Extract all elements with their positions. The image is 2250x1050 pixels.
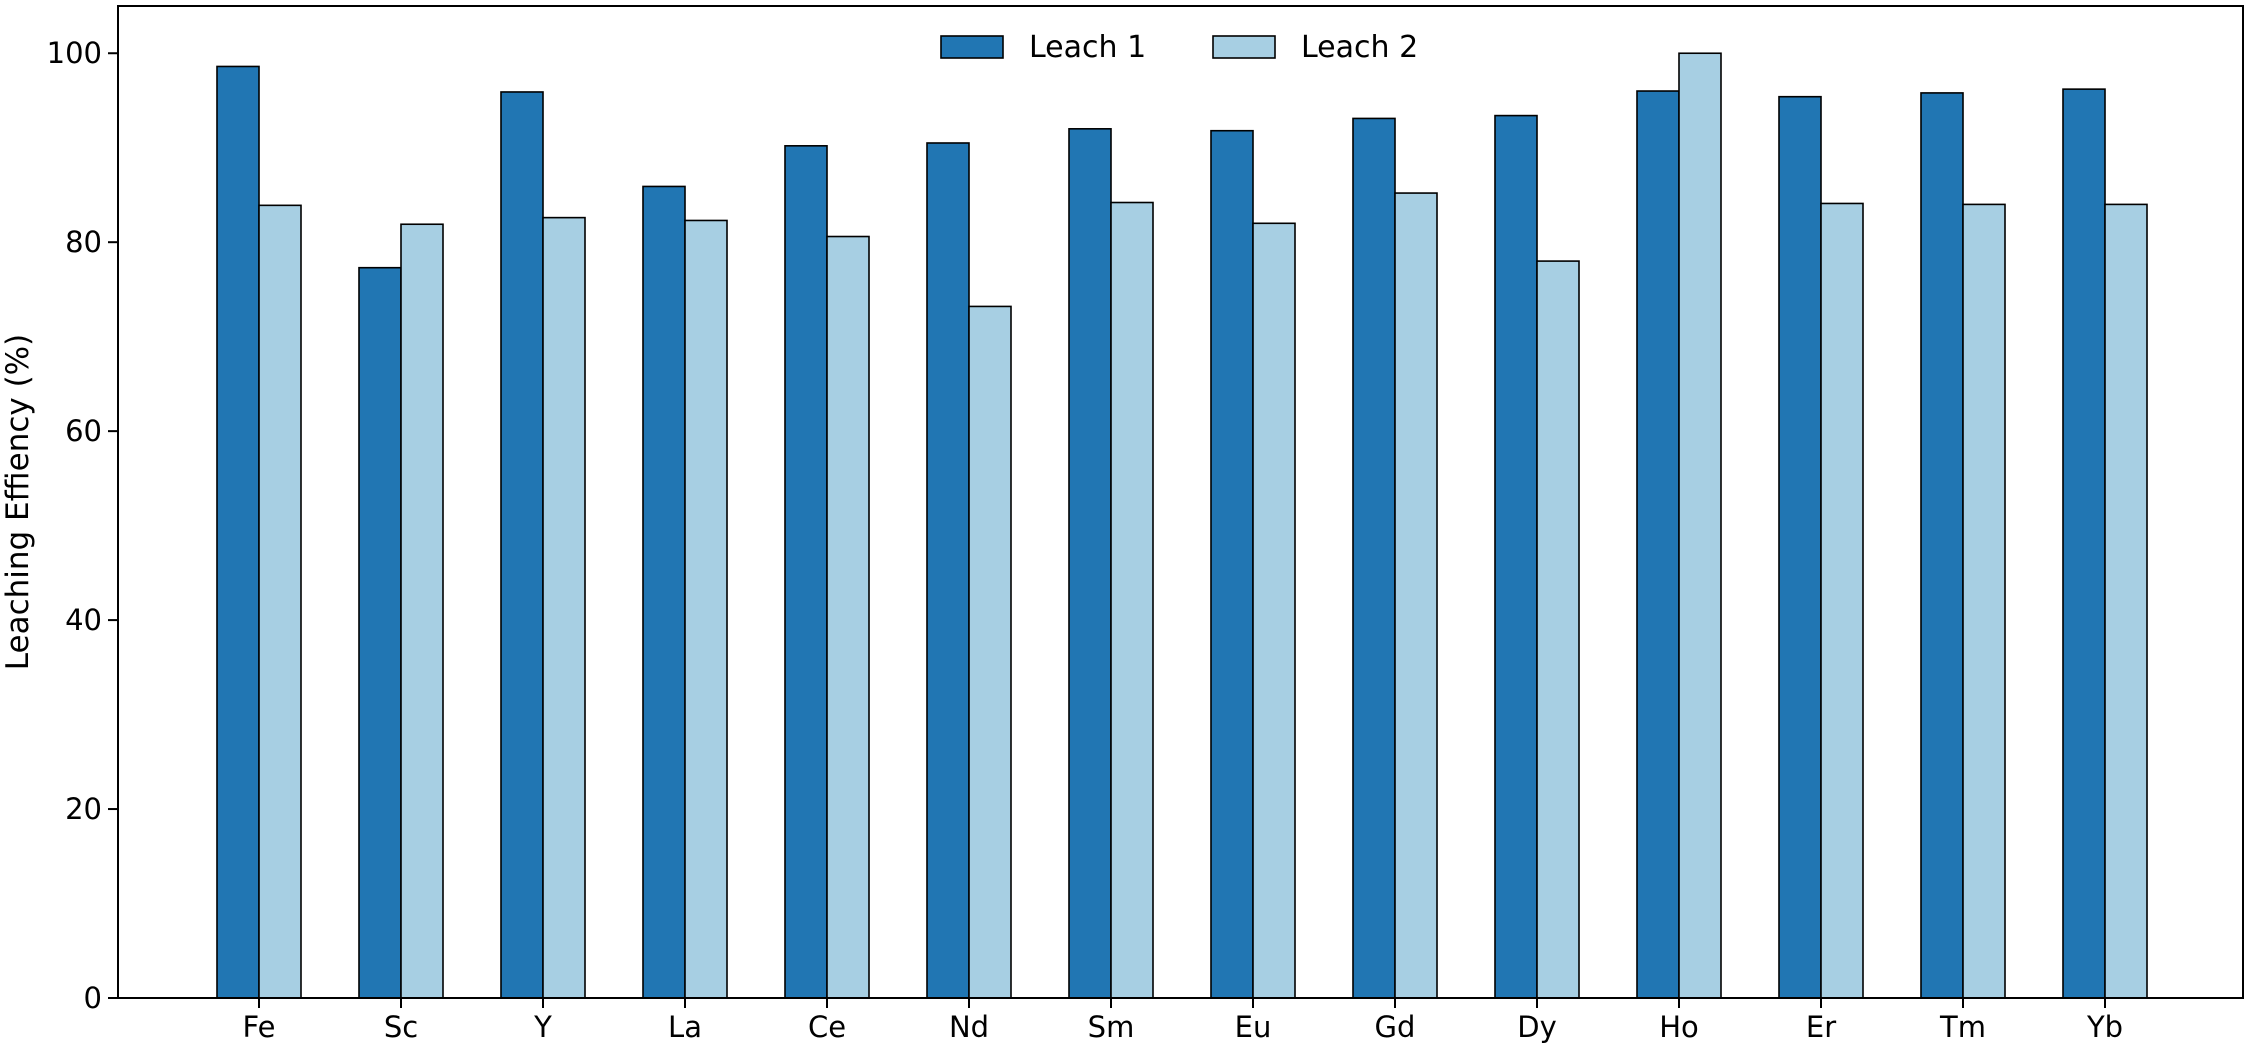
bar-leach-2-nd	[968, 305, 1012, 999]
legend: Leach 1 Leach 2	[940, 30, 1418, 65]
y-tick-label: 40	[65, 603, 102, 637]
bar-leach-1-gd	[1352, 117, 1396, 999]
bar-leach-2-fe	[258, 204, 302, 999]
y-axis-label: Leaching Effiency (%)	[0, 334, 36, 670]
x-tick-label: Eu	[1235, 1010, 1272, 1044]
x-tick-label: Tm	[1939, 1010, 1986, 1044]
bar-leach-1-yb	[2062, 88, 2106, 999]
bar-leach-2-ho	[1678, 52, 1722, 999]
bar-leach-1-sm	[1068, 128, 1112, 999]
x-tick-label: Sm	[1088, 1010, 1135, 1044]
bar-leach-1-la	[642, 185, 686, 999]
x-tick-label: Ho	[1659, 1010, 1699, 1044]
bar-leach-2-la	[684, 219, 728, 999]
bar-leach-1-ce	[784, 145, 828, 999]
bar-leach-2-yb	[2104, 203, 2148, 999]
bars-layer	[216, 52, 2148, 999]
bar-leach-2-y	[542, 216, 586, 999]
bar-leach-1-dy	[1494, 114, 1538, 999]
legend-label-leach-2: Leach 2	[1301, 30, 1418, 65]
y-tick-label: 100	[47, 36, 102, 70]
bar-leach-2-sm	[1110, 201, 1154, 999]
y-tick-label: 60	[65, 414, 102, 448]
bar-leach-2-tm	[1962, 203, 2006, 999]
x-tick-label: Fe	[243, 1010, 276, 1044]
bar-leach-2-dy	[1536, 260, 1580, 999]
bar-leach-1-eu	[1210, 129, 1254, 999]
bar-leach-1-tm	[1920, 92, 1964, 999]
x-tick-label: Dy	[1517, 1010, 1557, 1044]
bar-leach-2-sc	[400, 223, 444, 999]
bar-leach-1-fe	[216, 65, 260, 999]
x-tick-label: Sc	[384, 1010, 418, 1044]
x-tick-label: Gd	[1375, 1010, 1416, 1044]
bar-leach-1-sc	[358, 266, 402, 999]
x-tick-label: Yb	[2086, 1010, 2123, 1044]
x-tick-label: La	[668, 1010, 702, 1044]
bar-leach-2-gd	[1394, 192, 1438, 999]
bar-leach-2-ce	[826, 235, 870, 999]
legend-swatch-leach-2	[1212, 35, 1276, 59]
bar-leach-1-nd	[926, 142, 970, 999]
bar-leach-1-y	[500, 91, 544, 999]
y-axis: 0 20 40 60 80 100	[47, 36, 118, 1015]
y-tick-label: 20	[65, 792, 102, 826]
x-tick-label: Ce	[808, 1010, 846, 1044]
x-tick-label: Er	[1806, 1010, 1836, 1044]
legend-label-leach-1: Leach 1	[1029, 30, 1146, 65]
bar-leach-1-ho	[1636, 90, 1680, 999]
x-axis: Fe Sc Y La Ce Nd Sm Eu Gd Dy Ho Er Tm Yb	[243, 998, 2123, 1044]
y-tick-label: 80	[65, 225, 102, 259]
y-tick-label: 0	[84, 981, 102, 1015]
x-tick-label: Nd	[949, 1010, 989, 1044]
plot-frame	[117, 5, 2244, 999]
bar-leach-2-eu	[1252, 222, 1296, 999]
x-tick-label: Y	[533, 1010, 552, 1044]
bar-leach-1-er	[1778, 95, 1822, 999]
bar-leach-2-er	[1820, 202, 1864, 999]
legend-swatch-leach-1	[940, 35, 1004, 59]
